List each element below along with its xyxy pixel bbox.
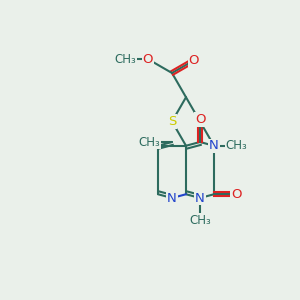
Text: O: O	[142, 52, 153, 65]
Text: CH₃: CH₃	[189, 214, 211, 227]
Text: O: O	[189, 54, 199, 67]
Text: CH₃: CH₃	[115, 52, 136, 65]
Text: N: N	[209, 139, 219, 152]
Text: CH₃: CH₃	[226, 139, 247, 152]
Text: N: N	[167, 191, 177, 205]
Text: O: O	[195, 113, 205, 126]
Text: N: N	[195, 191, 205, 205]
Text: S: S	[168, 115, 176, 128]
Text: O: O	[231, 188, 242, 201]
Text: CH₃: CH₃	[139, 136, 160, 148]
